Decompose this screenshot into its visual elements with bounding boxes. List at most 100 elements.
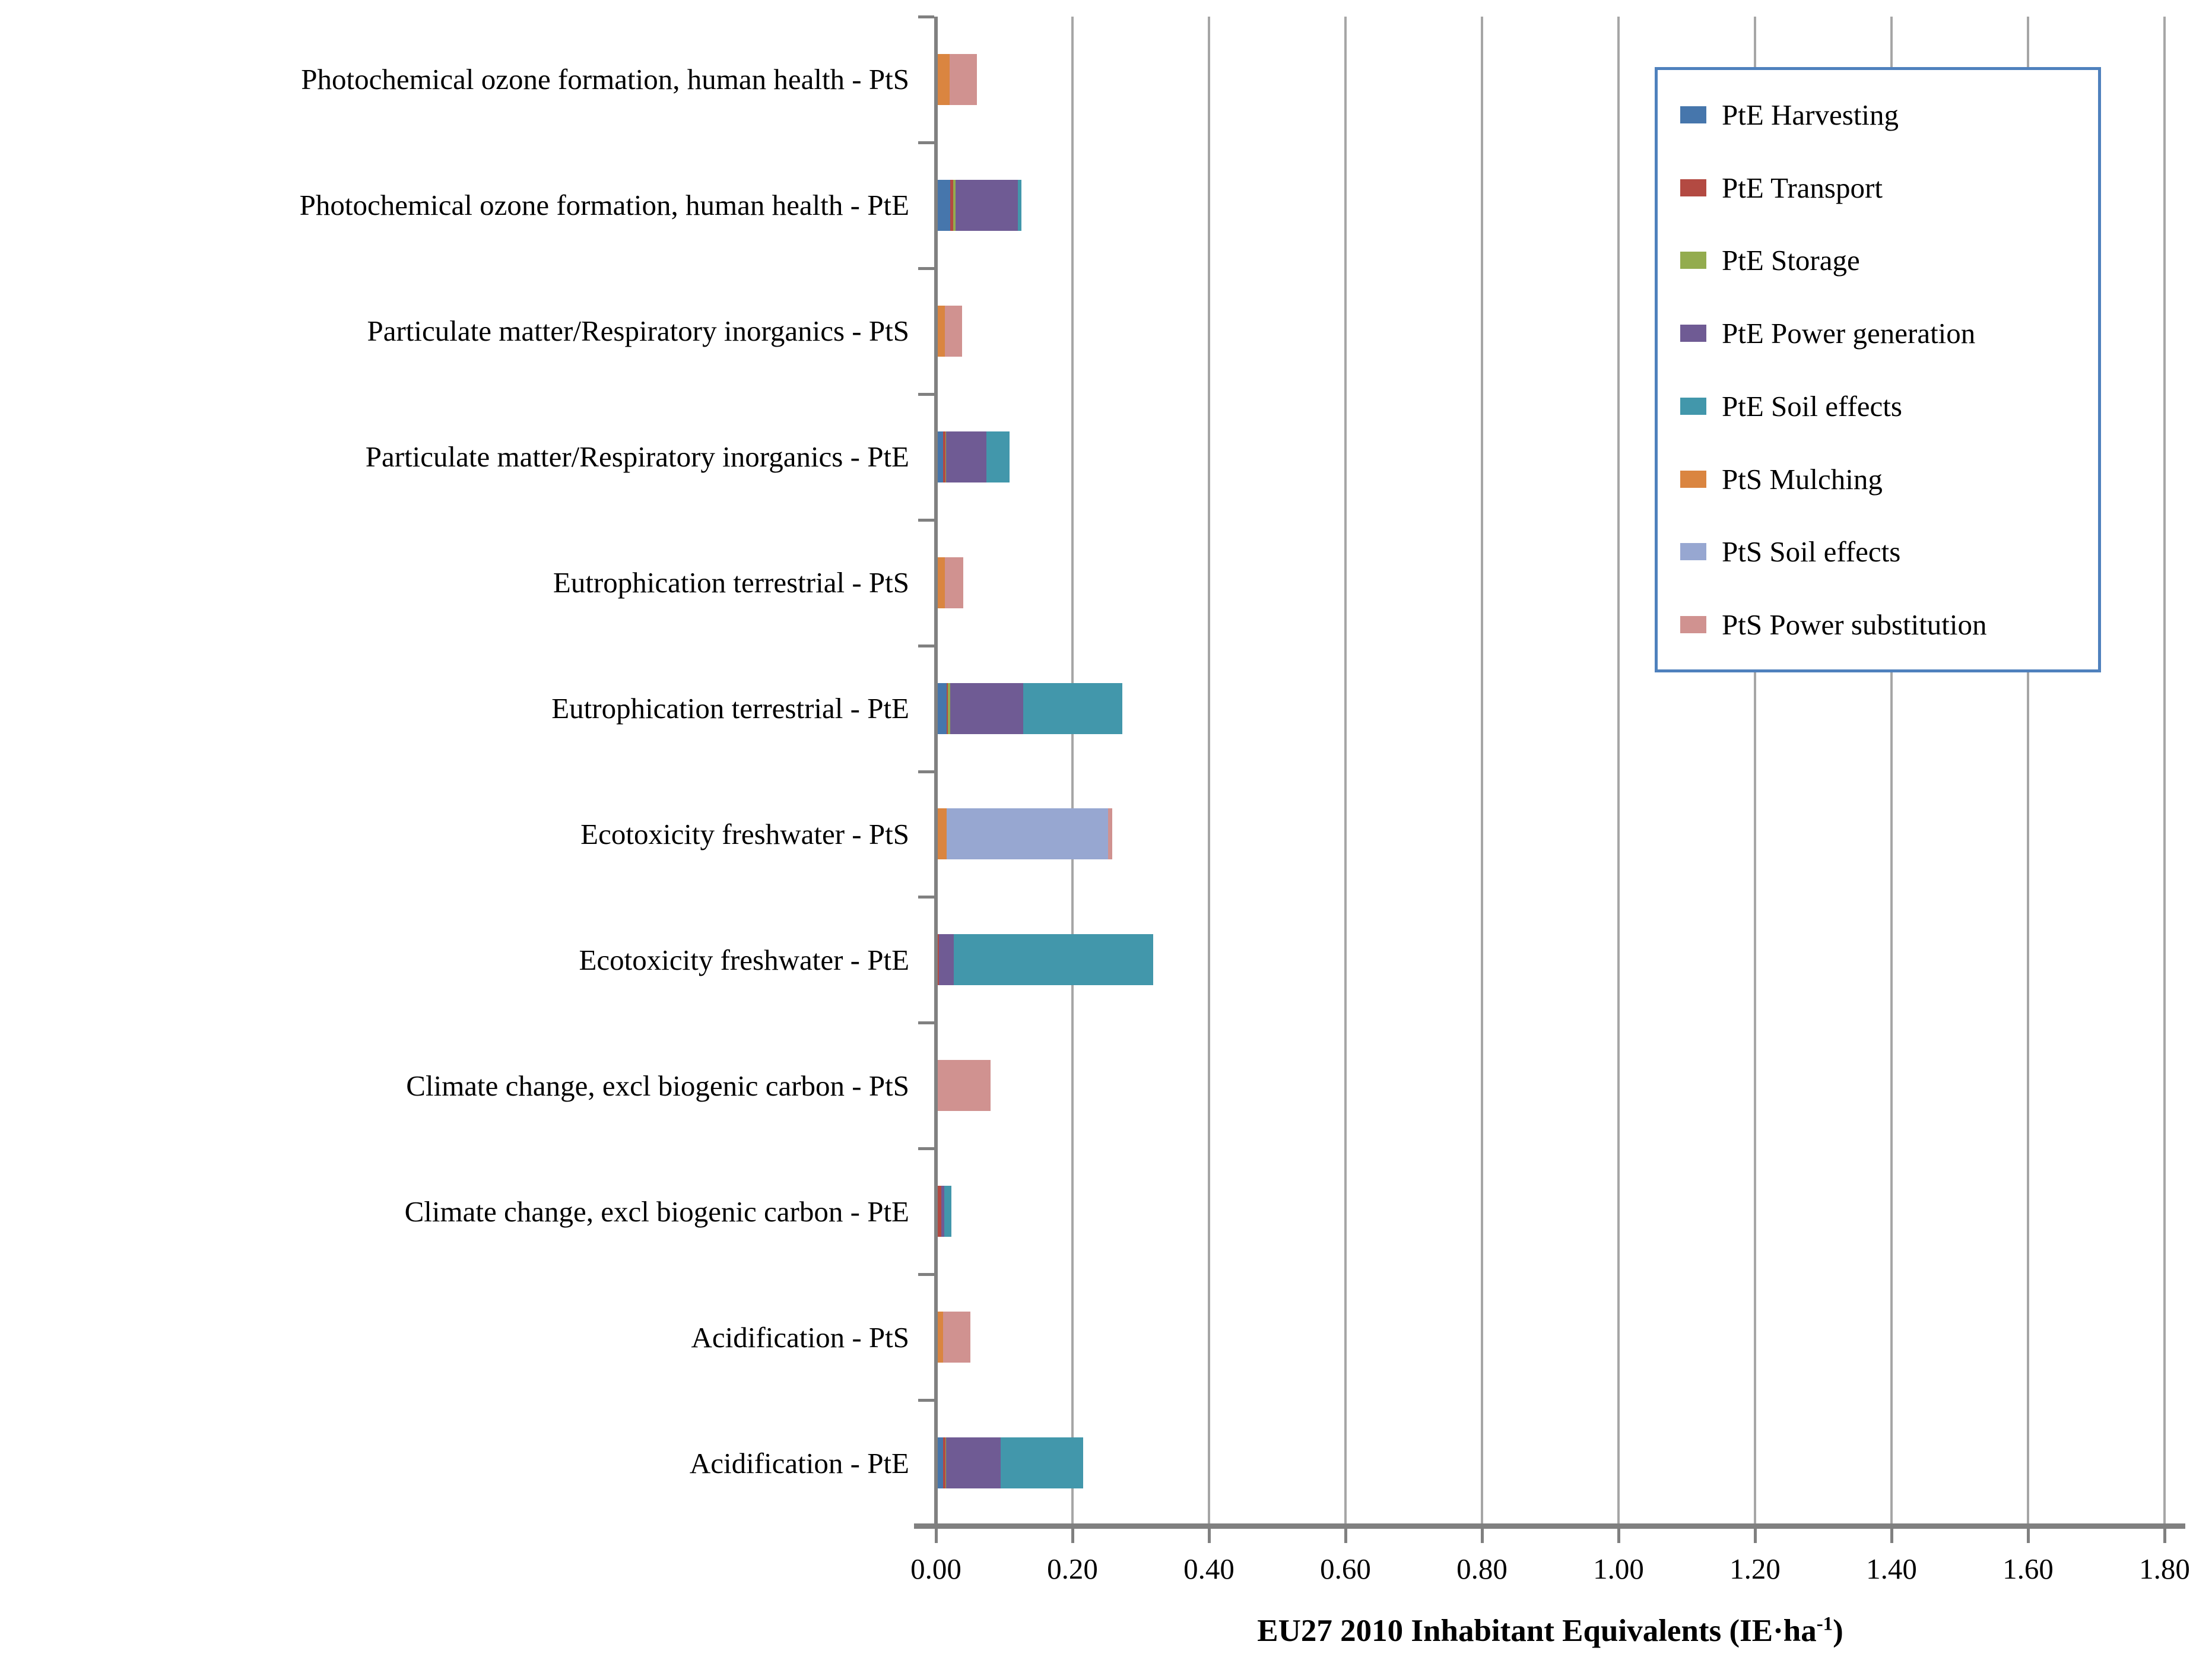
- bar-segment: [936, 1437, 943, 1489]
- bar-row: [936, 557, 963, 608]
- gridline: [1071, 17, 1074, 1526]
- category-label: Eutrophication terrestrial - PtS: [553, 566, 909, 599]
- bar-segment: [936, 431, 943, 482]
- legend-label: PtS Mulching: [1722, 462, 1883, 496]
- legend-item: PtS Power substitution: [1680, 608, 2098, 642]
- gridline: [1754, 17, 1756, 1526]
- gridline: [1890, 17, 1893, 1526]
- bar-segment: [944, 557, 963, 608]
- legend-label: PtE Harvesting: [1722, 98, 1899, 131]
- legend-swatch: [1680, 397, 1706, 415]
- category-label: Photochemical ozone formation, human hea…: [301, 63, 909, 96]
- plot-area: [914, 15, 2185, 1543]
- bar-segment: [936, 1312, 943, 1363]
- x-axis-tick: [1890, 1529, 1893, 1543]
- bar-row: [936, 53, 977, 105]
- legend-item: PtE Transport: [1680, 171, 2098, 205]
- x-axis-title: EU27 2010 Inhabitant Equivalents (IE·ha-…: [936, 1613, 2165, 1649]
- x-axis-tick: [1754, 1529, 1757, 1543]
- bar-segment: [1001, 1437, 1084, 1489]
- category-axis-labels: Photochemical ozone formation, human hea…: [0, 17, 914, 1526]
- legend-label: PtE Transport: [1722, 171, 1883, 204]
- bar-segment: [944, 305, 962, 357]
- x-axis-tick: [2027, 1529, 2030, 1543]
- category-label: Climate change, excl biogenic carbon - P…: [406, 1069, 909, 1102]
- category-label: Particulate matter/Respiratory inorganic…: [365, 440, 909, 474]
- bar-segment: [944, 1186, 952, 1237]
- legend-item: PtS Soil effects: [1680, 535, 2098, 569]
- bar-segment: [936, 557, 945, 608]
- bar-segment: [938, 1060, 991, 1112]
- x-axis-line: [914, 1523, 2185, 1529]
- category-label: Eutrophication terrestrial - PtE: [551, 692, 909, 725]
- x-tick-label: 0.80: [1456, 1553, 1508, 1585]
- bar-segment: [942, 431, 946, 482]
- gridline: [1344, 17, 1347, 1526]
- bar-segment: [942, 1312, 970, 1363]
- bar-row: [936, 1186, 952, 1237]
- x-axis-tick: [1344, 1529, 1347, 1543]
- bar-row: [936, 808, 1112, 860]
- bar-segment: [1017, 179, 1021, 231]
- bar-segment: [950, 682, 1024, 734]
- x-axis-tick: [1481, 1529, 1484, 1543]
- bar-segment: [946, 431, 987, 482]
- legend-item: PtE Harvesting: [1680, 98, 2098, 132]
- bar-segment: [938, 1186, 942, 1237]
- y-axis-tick: [918, 1525, 934, 1528]
- x-tick-label: 0.60: [1320, 1553, 1371, 1585]
- bar-row: [936, 1060, 991, 1112]
- x-tick-label: 1.00: [1593, 1553, 1644, 1585]
- bar-row: [936, 431, 1010, 482]
- x-axis-title-superscript: -1: [1816, 1613, 1833, 1635]
- bar-segment: [953, 179, 956, 231]
- y-axis-tick: [918, 518, 934, 522]
- gridline: [1617, 17, 1620, 1526]
- y-axis-tick: [918, 896, 934, 899]
- legend-swatch: [1680, 179, 1706, 196]
- category-label: Acidification - PtS: [691, 1320, 909, 1354]
- category-label: Ecotoxicity freshwater - PtS: [580, 817, 909, 850]
- bar-segment: [947, 682, 951, 734]
- legend-item: PtS Mulching: [1680, 462, 2098, 496]
- category-label: Photochemical ozone formation, human hea…: [299, 189, 909, 222]
- bar-segment: [936, 682, 947, 734]
- bar-segment: [936, 53, 950, 105]
- gridline: [2163, 17, 2166, 1526]
- bar-segment: [945, 431, 947, 482]
- bar-segment: [986, 431, 1010, 482]
- gridline: [1208, 17, 1210, 1526]
- x-axis-tick: [2163, 1529, 2166, 1543]
- legend-swatch: [1680, 325, 1706, 342]
- category-label: Particulate matter/Respiratory inorganic…: [367, 315, 909, 348]
- legend-item: PtE Soil effects: [1680, 389, 2098, 423]
- category-label: Ecotoxicity freshwater - PtE: [579, 943, 909, 976]
- bar-row: [936, 682, 1122, 734]
- legend-item: PtE Power generation: [1680, 316, 2098, 350]
- legend-label: PtS Power substitution: [1722, 608, 1987, 642]
- bar-segment: [1107, 808, 1112, 860]
- x-axis-title-close: ): [1833, 1614, 1843, 1648]
- x-tick-label: 1.20: [1729, 1553, 1781, 1585]
- legend-swatch: [1680, 252, 1706, 269]
- legend-label: PtE Storage: [1722, 244, 1860, 277]
- x-axis-tick: [935, 1529, 938, 1543]
- y-axis-tick: [918, 15, 934, 18]
- x-axis-tick: [1071, 1529, 1074, 1543]
- y-axis-tick: [918, 644, 934, 647]
- y-axis-tick: [918, 1399, 934, 1402]
- y-axis-tick: [918, 770, 934, 773]
- bar-segment: [945, 1437, 947, 1489]
- bar-segment: [947, 808, 1108, 860]
- x-tick-label: 1.80: [2139, 1553, 2190, 1585]
- bar-row: [936, 1312, 970, 1363]
- category-label: Acidification - PtE: [689, 1446, 909, 1480]
- bars-layer: [936, 17, 2165, 1526]
- bar-segment: [950, 179, 953, 231]
- bar-segment: [953, 934, 1153, 986]
- gridline: [2027, 17, 2029, 1526]
- y-axis-tick: [918, 392, 934, 396]
- y-axis-tick: [918, 1021, 934, 1025]
- bar-segment: [936, 808, 947, 860]
- legend-swatch: [1680, 616, 1706, 634]
